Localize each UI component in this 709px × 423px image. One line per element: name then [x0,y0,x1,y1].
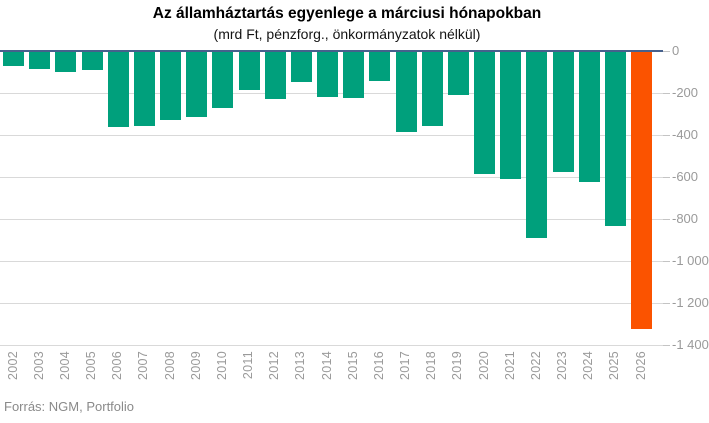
x-axis-label-2003: 2003 [31,351,46,381]
y-axis-label--600: -600 [672,169,699,184]
y-tickmark-2 [663,135,670,136]
y-tickmark-7 [663,345,670,346]
y-tickmark-3 [663,177,670,178]
x-axis-label-2012: 2012 [267,351,282,381]
gridline--1400 [0,345,663,346]
x-axis-label-2026: 2026 [633,351,648,381]
x-axis-label-2023: 2023 [555,351,570,381]
x-axis-label-2022: 2022 [528,351,543,381]
y-tickmark-4 [663,219,670,220]
bar-2015 [343,52,365,99]
y-axis-label--1400: -1 400 [672,337,709,352]
x-axis-label-2009: 2009 [188,351,203,381]
x-axis-label-2011: 2011 [241,351,256,380]
bar-2017 [395,52,417,132]
y-tickmark-1 [663,93,670,94]
y-axis-label--1000: -1 000 [672,253,709,268]
x-axis-label-2018: 2018 [424,351,439,381]
bar-2014 [317,52,339,98]
y-axis-label--1200: -1 200 [672,295,709,310]
bar-2021 [500,52,522,180]
x-axis-label-2016: 2016 [371,351,386,381]
gridline--600 [0,177,663,178]
bar-2019 [447,52,469,96]
x-axis-label-2005: 2005 [84,351,98,381]
bar-2025 [604,52,626,227]
bar-2008 [160,52,182,121]
x-axis-label-2020: 2020 [476,351,491,381]
y-tickmark-5 [663,261,670,262]
gridline--1000 [0,261,663,262]
source-note: Forrás: NGM, Portfolio [4,399,135,414]
x-axis-label-2024: 2024 [581,351,596,381]
bar-2009 [186,52,208,118]
y-axis-label--400: -400 [672,127,699,142]
bar-2002 [3,52,24,66]
bar-2012 [264,52,286,100]
chart-subtitle: (mrd Ft, pénzforg., önkormányzatok nélkü… [213,26,481,42]
y-axis-label--200: -200 [672,85,699,100]
chart-title: Az államháztartás egyenlege a márciusi h… [152,5,542,22]
bar-2026 [631,52,653,330]
x-axis-label-2017: 2017 [398,351,413,381]
y-axis-label--800: -800 [672,211,699,226]
bar-2023 [552,52,574,172]
y-tickmark-6 [663,303,670,304]
x-axis-label-2014: 2014 [319,351,334,381]
x-axis-label-2025: 2025 [607,351,622,381]
x-axis-label-2002: 2002 [5,351,20,381]
bar-2010 [212,52,234,108]
bar-2016 [369,52,391,82]
bar-2013 [290,52,312,83]
bar-2018 [421,52,443,126]
x-axis-label-2019: 2019 [450,351,465,381]
gridline--400 [0,135,663,136]
bar-2022 [526,52,548,238]
bar-2005 [81,52,103,70]
x-axis-label-2015: 2015 [345,351,360,381]
bar-2020 [474,52,496,174]
x-axis-label-2006: 2006 [110,351,125,381]
bar-2003 [29,52,51,69]
bar-2024 [578,52,600,183]
x-axis-label-2013: 2013 [293,351,308,381]
y-tickmark-0 [663,51,670,52]
x-axis-label-2010: 2010 [214,351,229,381]
plot-area [0,52,663,346]
x-axis-label-2021: 2021 [502,351,517,381]
x-axis-label-2007: 2007 [136,351,151,381]
bar-2006 [107,52,129,127]
zero-axis-line [0,50,663,52]
gridline--800 [0,219,663,220]
y-axis-label-0: 0 [672,43,680,58]
bar-2004 [55,52,77,72]
gridline--1200 [0,303,663,304]
x-axis-label-2008: 2008 [162,351,177,381]
x-axis-label-2004: 2004 [57,351,72,381]
bar-2007 [133,52,155,126]
bar-2011 [238,52,260,90]
